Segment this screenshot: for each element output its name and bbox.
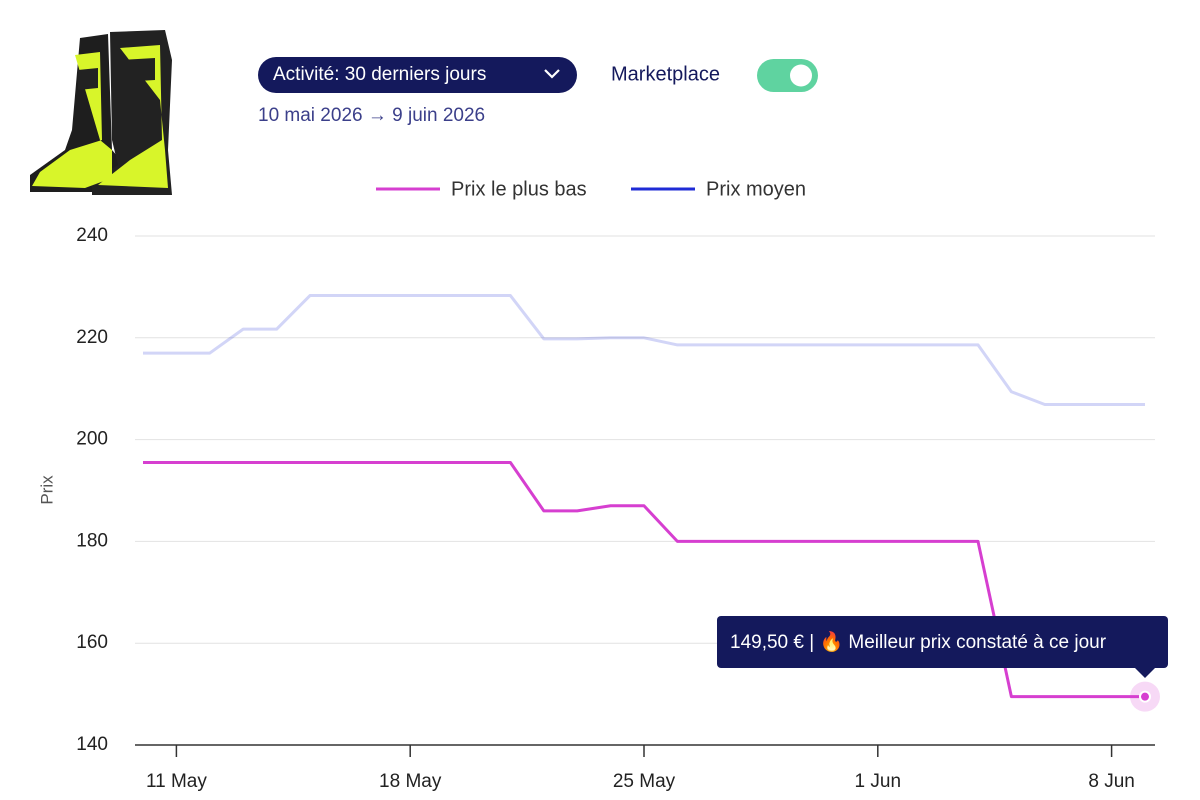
toggle-knob[interactable]: [790, 64, 812, 87]
legend-label: Prix moyen: [706, 178, 806, 200]
x-tick-label: 25 May: [613, 771, 676, 792]
tooltip-pointer: [1135, 668, 1155, 678]
legend-label: Prix le plus bas: [451, 178, 587, 200]
y-tick-label: 160: [76, 632, 108, 653]
y-tick-label: 140: [76, 734, 108, 755]
period-label[interactable]: Activité: 30 derniers jours: [273, 64, 486, 85]
date-range: 10 mai 2026 → 9 juin 2026: [258, 105, 485, 126]
dropdown-pill[interactable]: [258, 57, 577, 93]
y-tick-label: 180: [76, 530, 108, 551]
marketplace-toggle[interactable]: [757, 59, 818, 92]
y-tick-label: 240: [76, 225, 108, 246]
y-axis-label: Prix: [37, 475, 56, 505]
product-image: [30, 30, 172, 195]
marketplace-label: Marketplace: [611, 63, 720, 85]
y-tick-label: 220: [76, 327, 108, 348]
x-tick-label: 11 May: [146, 771, 207, 792]
y-tick-label: 200: [76, 429, 108, 450]
series-line: [143, 461, 1145, 699]
x-tick-label: 18 May: [379, 771, 442, 792]
tooltip-text: 149,50 € | 🔥 Meilleur prix constaté à ce…: [730, 630, 1107, 653]
x-tick-label: 1 Jun: [855, 771, 901, 792]
period-dropdown[interactable]: Activité: 30 derniers jours: [258, 57, 577, 93]
hover-point: [1139, 690, 1151, 703]
plot: 140 160 180 200 220 240 11 May 18 May 25 May 1 Ju…: [76, 178, 1168, 792]
x-tick-label: 8 Jun: [1088, 771, 1134, 792]
tooltip-box: [717, 616, 1168, 668]
series-line: [143, 294, 1145, 406]
